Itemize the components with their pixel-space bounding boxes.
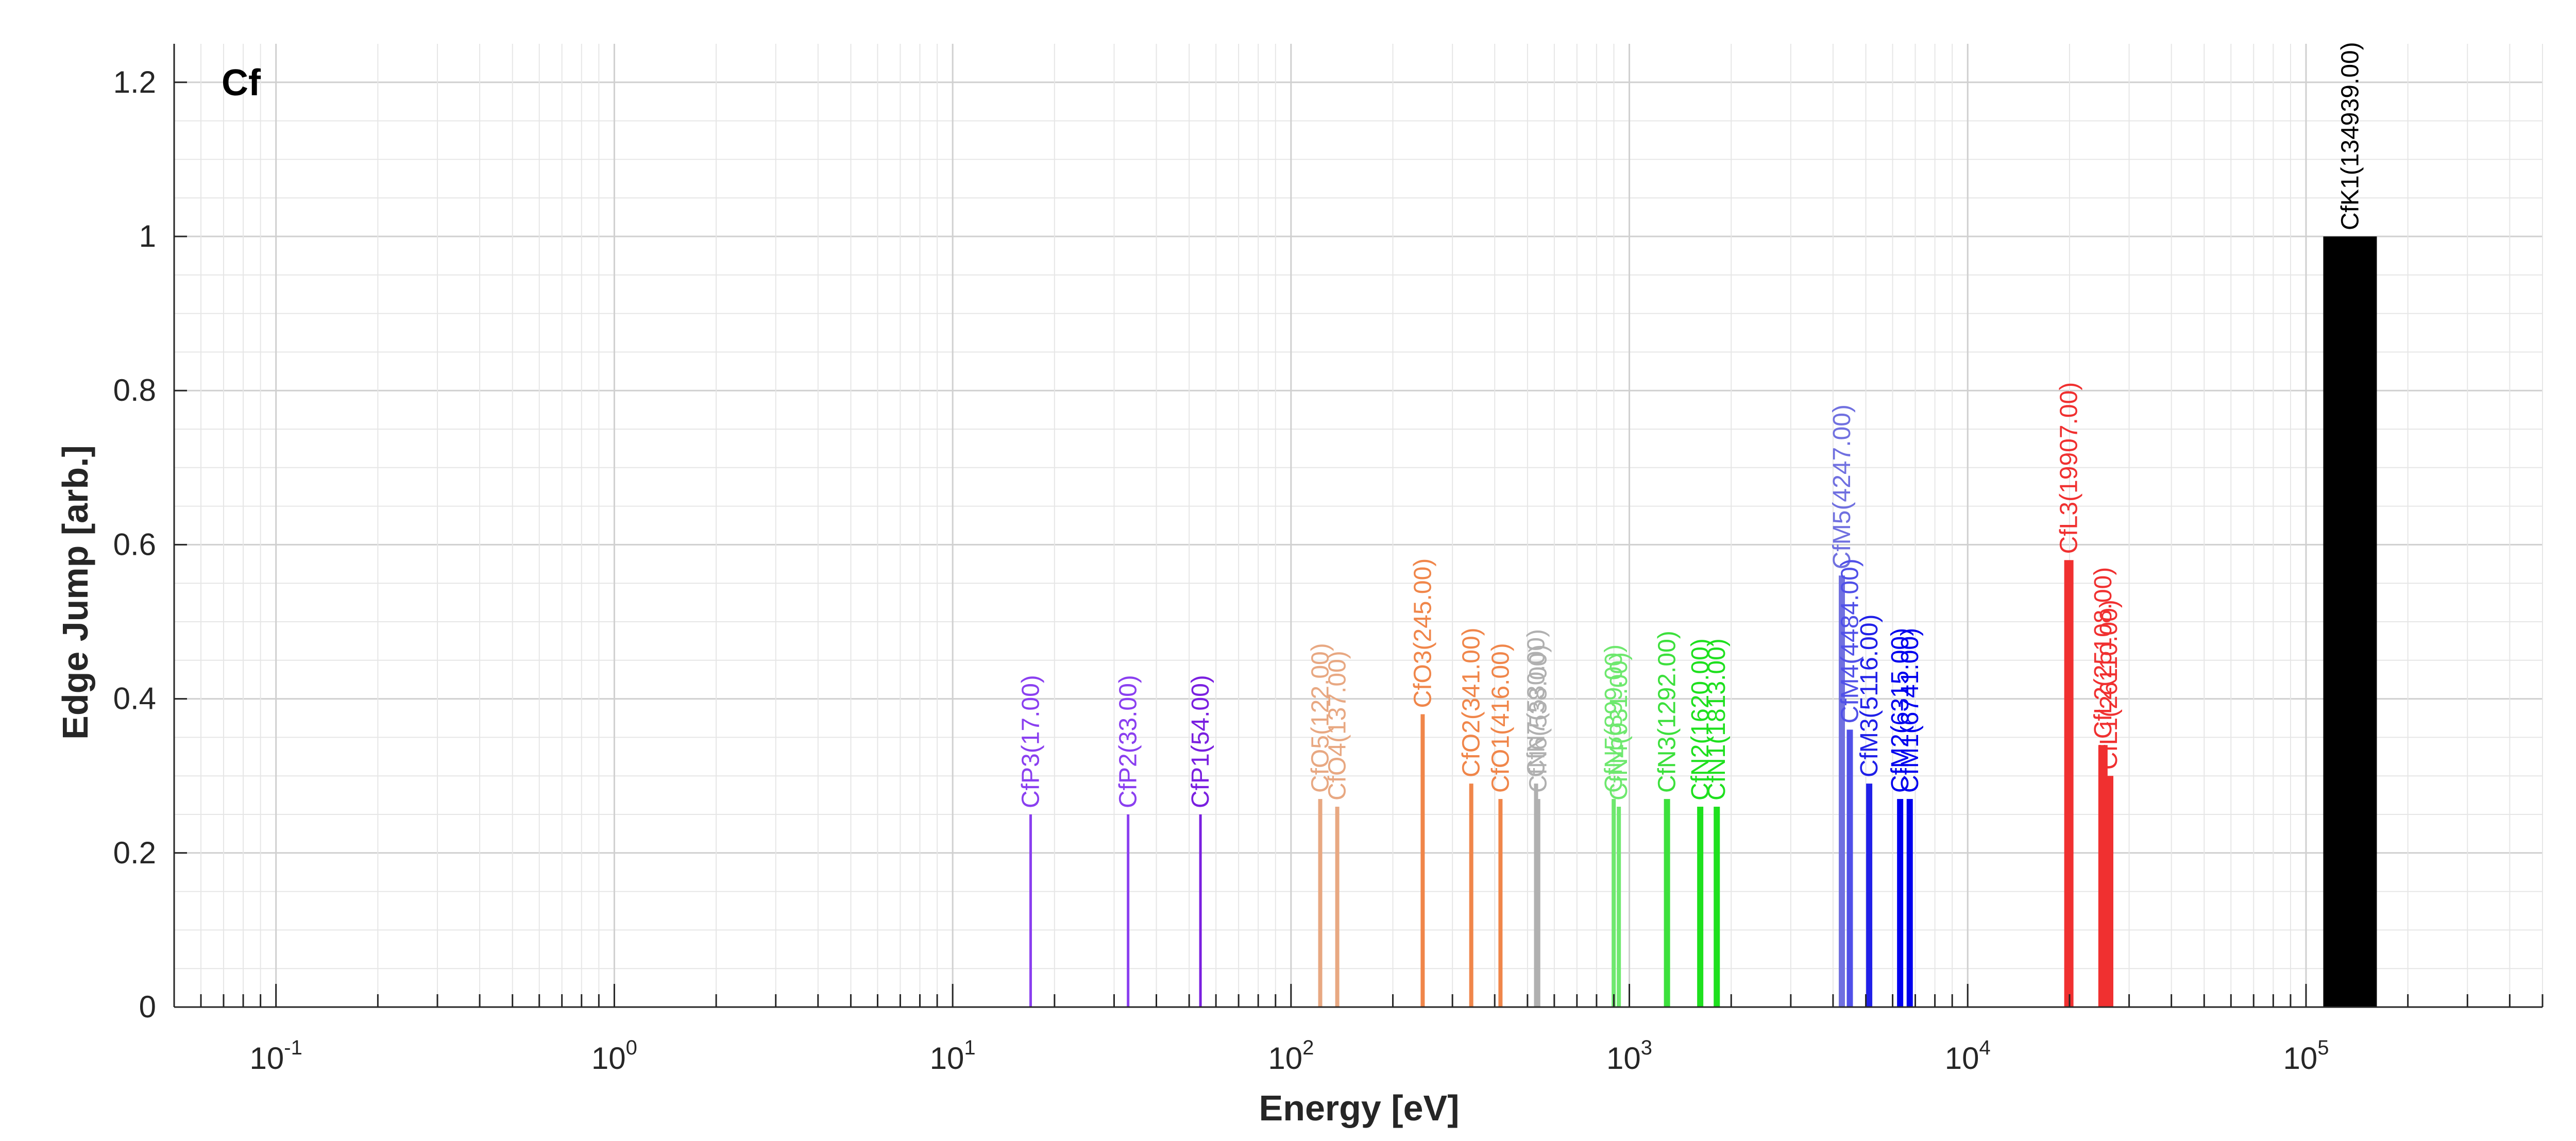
- x-tick-label: 105: [2283, 1036, 2329, 1076]
- edge-bar: [1469, 784, 1473, 1007]
- edge-label: CfL3(19907.00): [2056, 382, 2083, 554]
- y-tick-label: 0: [139, 990, 156, 1024]
- edge-bar: [1199, 814, 1202, 1007]
- x-tick-label: 102: [1268, 1036, 1314, 1076]
- edge-label: CfP3(17.00): [1017, 675, 1044, 808]
- x-tick-exponent: 2: [1302, 1036, 1314, 1059]
- x-tick-base: 10: [591, 1041, 626, 1076]
- edge-label: CfM4(4484.00): [1837, 558, 1864, 723]
- x-tick-base: 10: [250, 1041, 284, 1076]
- element-label: Cf: [222, 62, 261, 104]
- edge-bar: [2323, 236, 2377, 1007]
- edge-label: CfO3(245.00): [1409, 558, 1436, 708]
- edge-bar: [1714, 807, 1720, 1007]
- edge-labels: CfP3(17.00) CfP2(33.00) CfP1(54.00) CfO5(12…: [1017, 42, 2364, 808]
- x-tick-exponent: 3: [1641, 1036, 1652, 1059]
- x-tick-base: 10: [1606, 1041, 1641, 1076]
- edge-bar: [1029, 814, 1032, 1007]
- tick-labels: 00.20.40.60.811.210-1 100 101 102 103 104 105: [113, 65, 2329, 1076]
- edge-bar: [1697, 807, 1704, 1007]
- edge-bar: [1664, 799, 1670, 1007]
- edge-label: CfM1(6741.00): [1896, 628, 1924, 793]
- edge-bar: [2104, 776, 2113, 1007]
- edge-bar: [1335, 807, 1340, 1007]
- edge-bar: [1906, 799, 1913, 1007]
- edge-bar: [1536, 799, 1540, 1007]
- y-tick-label: 0.8: [113, 373, 156, 407]
- edge-label: CfO1(416.00): [1487, 643, 1514, 793]
- x-tick-base: 10: [930, 1041, 964, 1076]
- edge-label: CfP2(33.00): [1115, 675, 1142, 808]
- edge-bars: [1029, 236, 2377, 1007]
- edge-label: CfN7(530.00): [1522, 629, 1550, 777]
- x-tick-base: 10: [1945, 1041, 1979, 1076]
- y-tick-label: 0.4: [113, 682, 156, 716]
- edge-label: CfM5(4247.00): [1828, 404, 1856, 569]
- edge-bar: [1612, 799, 1616, 1007]
- edge-bar: [1617, 807, 1621, 1007]
- edge-bar: [1846, 729, 1853, 1007]
- edge-bar: [1534, 784, 1538, 1007]
- edge-bar: [1897, 799, 1904, 1007]
- edge-label: CfN4(931.00): [1605, 652, 1633, 801]
- x-tick-exponent: -1: [284, 1036, 302, 1059]
- y-tick-label: 1.2: [113, 65, 156, 99]
- y-tick-label: 1: [139, 219, 156, 253]
- y-axis-title: Edge Jump [arb.]: [55, 445, 95, 740]
- edge-label: CfN6(538.00): [1525, 644, 1552, 793]
- y-tick-label: 0.6: [113, 527, 156, 561]
- x-tick-label: 10-1: [250, 1036, 302, 1076]
- edge-bar: [1866, 784, 1873, 1007]
- edge-label: CfN3(1292.00): [1654, 631, 1681, 793]
- edge-label: CfO4(137.00): [1324, 651, 1351, 801]
- edge-label: CfN1(1813.00): [1703, 638, 1731, 801]
- edge-label: CfO5(122.00): [1307, 643, 1334, 793]
- x-tick-base: 10: [2283, 1041, 2317, 1076]
- edge-bar: [1127, 814, 1130, 1007]
- edge-label: CfM2(6315.00): [1887, 628, 1914, 793]
- edge-label: CfP1(54.00): [1187, 675, 1214, 808]
- edge-label: CfN2(1620.00): [1687, 638, 1714, 801]
- edge-label: CfL2(25108.00): [2090, 567, 2117, 739]
- x-tick-base: 10: [1268, 1041, 1302, 1076]
- edge-bar: [1420, 714, 1425, 1007]
- edge-bar: [1318, 799, 1323, 1007]
- x-tick-exponent: 1: [964, 1036, 975, 1059]
- edge-label: CfK1(134939.00): [2336, 42, 2364, 230]
- x-tick-exponent: 5: [2317, 1036, 2329, 1059]
- x-tick-label: 103: [1606, 1036, 1652, 1076]
- edge-label: CfL1(26110.00): [2095, 600, 2123, 770]
- x-tick-exponent: 4: [1979, 1036, 1991, 1059]
- edge-bar: [1498, 799, 1503, 1007]
- edge-bar: [2064, 560, 2074, 1007]
- x-tick-label: 100: [591, 1036, 637, 1076]
- edge-label: CfM3(5116.00): [1856, 615, 1883, 778]
- edge-label: CfN5(899.00): [1600, 644, 1628, 793]
- x-tick-exponent: 0: [626, 1036, 637, 1059]
- axes: [173, 44, 2544, 1008]
- y-tick-label: 0.2: [113, 836, 156, 870]
- edge-label: CfO2(341.00): [1458, 627, 1485, 777]
- x-axis-title: Energy [eV]: [1259, 1088, 1460, 1128]
- x-tick-label: 104: [1945, 1036, 1991, 1076]
- x-tick-label: 101: [930, 1036, 976, 1076]
- edge-bar: [1839, 575, 1845, 1007]
